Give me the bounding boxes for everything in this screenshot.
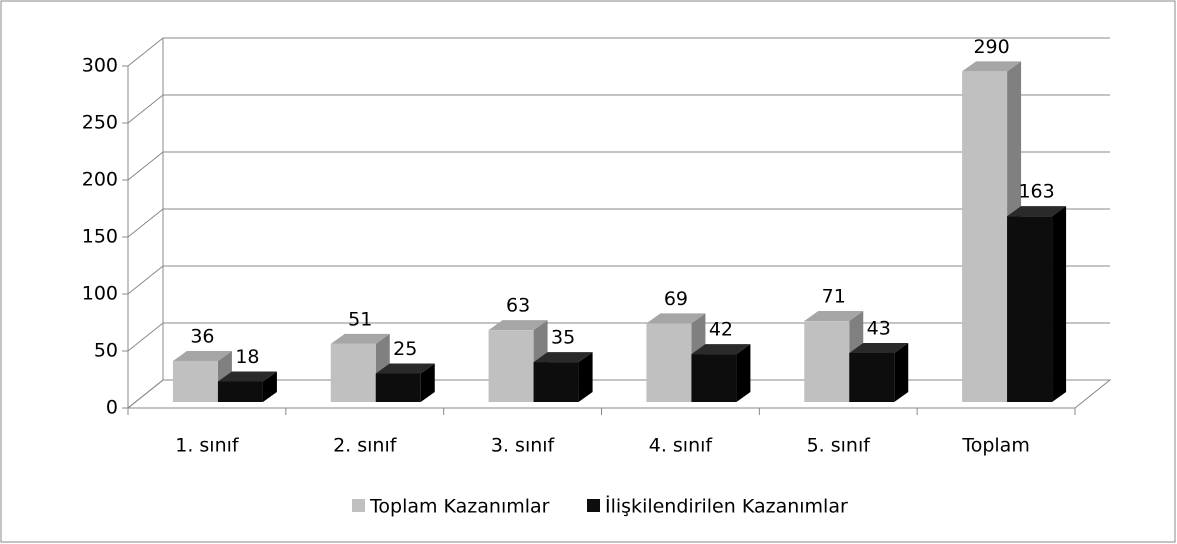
bar-top	[217, 371, 277, 382]
value-label: 290	[973, 36, 1009, 58]
bar-front	[1007, 216, 1053, 402]
grid-line	[127, 94, 164, 124]
bar-side	[262, 371, 277, 402]
value-label: 42	[709, 319, 733, 341]
y-tick-label: 200	[82, 169, 118, 191]
bar	[1007, 206, 1067, 402]
bar-front	[646, 323, 692, 402]
bar-top	[375, 363, 435, 374]
x-tick-label: 4. sınıf	[649, 435, 714, 457]
y-tick-label: 150	[82, 226, 118, 248]
value-label: 18	[235, 346, 259, 368]
bar-front	[849, 352, 895, 402]
bar-front	[533, 362, 579, 402]
x-tick-label: 1. sınıf	[175, 435, 240, 457]
bar	[691, 344, 751, 402]
bar-side	[736, 344, 751, 402]
bar-top	[962, 61, 1022, 72]
bar-top	[488, 320, 548, 331]
bar-top	[533, 352, 593, 363]
bar-front	[962, 71, 1008, 403]
legend-label: Toplam Kazanımlar	[369, 496, 550, 518]
bar	[217, 371, 277, 402]
value-label: 25	[393, 338, 417, 360]
bar-front	[804, 321, 850, 402]
x-tick-label: 5. sınıf	[807, 435, 872, 457]
grid-line	[127, 322, 164, 352]
grid-line	[127, 208, 164, 238]
grid-line	[127, 151, 164, 181]
bar	[375, 363, 435, 402]
grid-line	[127, 379, 164, 409]
bar-front	[691, 354, 737, 402]
x-tick-label: 2. sınıf	[333, 435, 398, 457]
bar	[533, 352, 593, 402]
bar-front	[330, 343, 376, 402]
grid-line	[127, 265, 164, 295]
value-label: 71	[822, 286, 846, 308]
y-tick-label: 50	[94, 340, 118, 362]
value-label: 43	[867, 317, 891, 339]
value-label: 35	[551, 327, 575, 349]
x-tick-label: 3. sınıf	[491, 435, 556, 457]
bar-front	[375, 373, 421, 402]
value-label: 51	[348, 308, 372, 330]
bar-side	[578, 352, 593, 402]
y-tick-label: 0	[106, 397, 118, 419]
value-label: 63	[506, 295, 530, 317]
value-label: 69	[664, 288, 688, 310]
value-label: 36	[190, 325, 214, 347]
bar-top	[804, 311, 864, 322]
y-tick-label: 100	[82, 283, 118, 305]
legend-swatch	[587, 499, 600, 512]
bar-top	[849, 342, 909, 353]
bar-side	[420, 363, 435, 402]
bar-top	[646, 313, 706, 324]
grid-line	[127, 37, 164, 67]
bar-top	[172, 350, 232, 361]
bar-top	[691, 344, 751, 355]
value-label: 163	[1018, 181, 1054, 203]
bar-side	[894, 342, 909, 402]
bar-top	[1007, 206, 1067, 217]
bar-top	[330, 333, 390, 344]
bar-front	[488, 330, 534, 402]
legend-label: İlişkilendirilen Kazanımlar	[605, 495, 848, 518]
legend-swatch	[352, 499, 365, 512]
x-tick-label: Toplam	[961, 435, 1030, 457]
bar-front	[217, 381, 263, 402]
y-tick-label: 250	[82, 112, 118, 134]
bar-side	[1052, 206, 1067, 402]
bar	[849, 342, 909, 402]
y-tick-label: 300	[82, 55, 118, 77]
bar-front	[172, 360, 218, 402]
